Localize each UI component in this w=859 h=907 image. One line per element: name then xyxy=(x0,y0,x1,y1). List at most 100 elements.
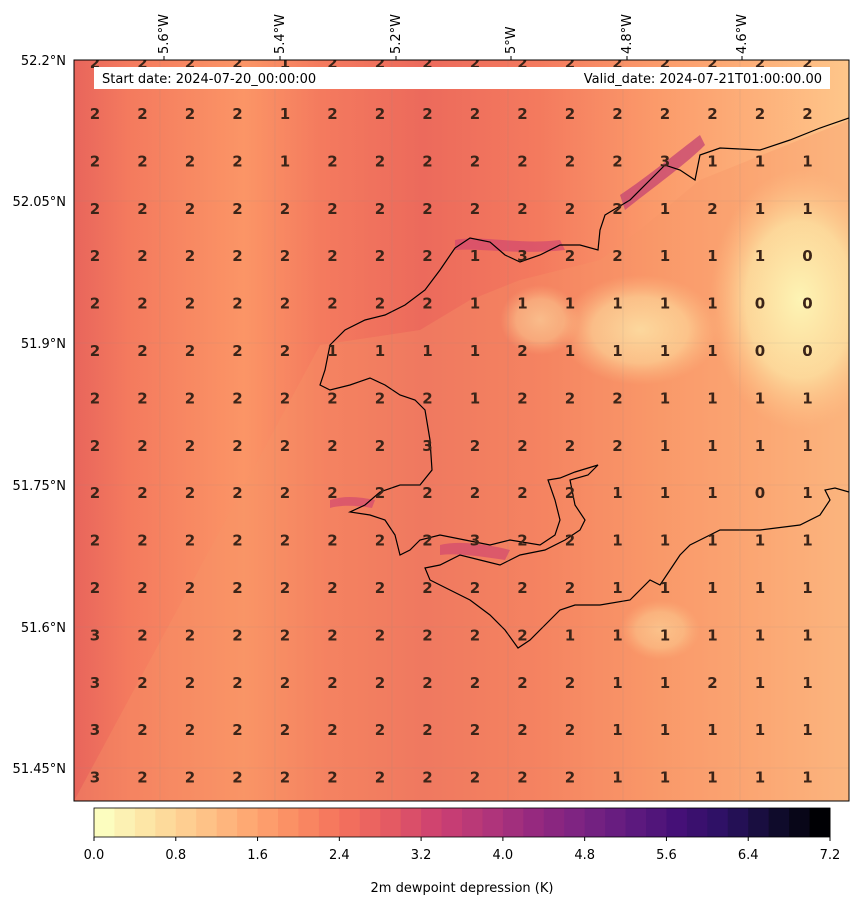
grid-value: 1 xyxy=(707,769,717,787)
grid-value: 2 xyxy=(280,674,290,692)
grid-value: 2 xyxy=(185,674,195,692)
grid-value: 2 xyxy=(422,769,432,787)
grid-value: 3 xyxy=(422,437,432,455)
grid-value: 0 xyxy=(802,342,812,360)
grid-value: 1 xyxy=(660,437,670,455)
grid-value: 2 xyxy=(280,626,290,644)
colorbar-swatch xyxy=(543,808,565,837)
grid-value: 2 xyxy=(90,484,100,502)
grid-value: 2 xyxy=(470,674,480,692)
grid-value: 2 xyxy=(422,674,432,692)
grid-value: 0 xyxy=(802,295,812,313)
colorbar-tick: 2.4 xyxy=(329,848,350,863)
grid-value: 1 xyxy=(802,200,812,218)
grid-value: 1 xyxy=(470,342,480,360)
grid-value: 2 xyxy=(375,247,385,265)
grid-value: 2 xyxy=(232,342,242,360)
colorbar-swatch xyxy=(298,808,320,837)
grid-value-clipped: 2 xyxy=(375,54,385,72)
grid-value: 1 xyxy=(707,721,717,739)
grid-value: 2 xyxy=(280,532,290,550)
grid-value: 1 xyxy=(707,342,717,360)
grid-value: 1 xyxy=(755,247,765,265)
colorbar-tick: 4.8 xyxy=(574,848,595,863)
grid-value: 2 xyxy=(232,295,242,313)
grid-value: 2 xyxy=(327,579,337,597)
grid-value: 2 xyxy=(517,579,527,597)
grid-value: 2 xyxy=(232,247,242,265)
grid-value: 1 xyxy=(375,342,385,360)
colorbar-swatch xyxy=(502,808,524,837)
grid-value: 1 xyxy=(755,152,765,170)
grid-value: 1 xyxy=(802,152,812,170)
grid-value: 2 xyxy=(327,105,337,123)
grid-value: 2 xyxy=(612,105,622,123)
grid-value: 2 xyxy=(280,247,290,265)
grid-value: 1 xyxy=(660,674,670,692)
grid-value: 2 xyxy=(565,674,575,692)
grid-value: 2 xyxy=(517,437,527,455)
colorbar-tick-labels: 0.0 0.8 1.6 2.4 3.2 4.0 4.8 5.6 6.4 7.2 xyxy=(84,837,840,863)
grid-value: 2 xyxy=(327,674,337,692)
grid-value: 2 xyxy=(185,626,195,644)
colorbar-tick: 6.4 xyxy=(738,848,759,863)
grid-value: 1 xyxy=(470,389,480,407)
grid-value: 1 xyxy=(707,437,717,455)
grid-value: 2 xyxy=(185,295,195,313)
grid-value: 2 xyxy=(90,152,100,170)
grid-value: 1 xyxy=(755,626,765,644)
grid-value: 0 xyxy=(802,247,812,265)
grid-value: 1 xyxy=(327,342,337,360)
grid-value: 1 xyxy=(707,579,717,597)
longitude-tick: 5°W xyxy=(504,26,519,54)
colorbar-swatch xyxy=(462,808,483,837)
grid-value: 2 xyxy=(375,532,385,550)
grid-value: 3 xyxy=(90,769,100,787)
grid-value: 2 xyxy=(232,437,242,455)
grid-value: 1 xyxy=(755,200,765,218)
grid-value-clipped: 2 xyxy=(327,54,337,72)
grid-value: 2 xyxy=(232,200,242,218)
grid-value: 2 xyxy=(232,389,242,407)
grid-value: 2 xyxy=(185,200,195,218)
grid-value: 2 xyxy=(90,342,100,360)
grid-value: 2 xyxy=(327,389,337,407)
colorbar-swatch xyxy=(707,808,729,837)
grid-value: 2 xyxy=(517,342,527,360)
grid-value: 2 xyxy=(422,105,432,123)
grid-value: 1 xyxy=(660,721,670,739)
grid-value: 1 xyxy=(755,437,765,455)
grid-value: 2 xyxy=(327,532,337,550)
latitude-tick: 51.9°N xyxy=(21,337,66,352)
grid-value: 2 xyxy=(137,247,147,265)
grid-value: 2 xyxy=(232,769,242,787)
grid-value: 2 xyxy=(280,389,290,407)
colorbar-swatch xyxy=(523,808,545,837)
colorbar-tick: 0.0 xyxy=(84,848,105,863)
dry-area-central xyxy=(560,275,720,385)
grid-value: 1 xyxy=(802,532,812,550)
grid-value: 1 xyxy=(612,295,622,313)
colorbar-swatch xyxy=(155,808,177,837)
grid-value: 2 xyxy=(612,200,622,218)
colorbar-swatch xyxy=(768,808,790,837)
grid-value: 2 xyxy=(565,152,575,170)
colorbar-swatch xyxy=(748,808,770,837)
grid-value: 2 xyxy=(90,437,100,455)
longitude-tick: 4.8°W xyxy=(620,14,635,54)
colorbar-tick: 0.8 xyxy=(165,848,186,863)
grid-value: 2 xyxy=(185,342,195,360)
grid-value: 2 xyxy=(137,437,147,455)
grid-value: 2 xyxy=(517,105,527,123)
grid-value: 2 xyxy=(137,152,147,170)
grid-value: 1 xyxy=(802,674,812,692)
grid-value: 1 xyxy=(802,484,812,502)
grid-value: 2 xyxy=(137,389,147,407)
grid-value: 2 xyxy=(232,152,242,170)
grid-value: 2 xyxy=(280,579,290,597)
colorbar-swatch xyxy=(216,808,238,837)
colorbar-swatch xyxy=(318,808,340,837)
grid-value: 2 xyxy=(565,389,575,407)
grid-value: 1 xyxy=(707,626,717,644)
